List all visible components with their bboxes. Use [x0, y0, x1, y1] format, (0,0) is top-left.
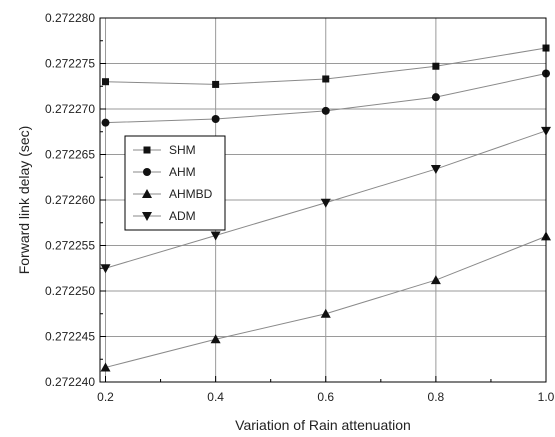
legend-box	[124, 135, 226, 231]
legend-label: ADM	[169, 209, 196, 223]
y-tick-label: 0.272245	[45, 330, 95, 344]
axis-ticks: 0.272240 0.272245 0.272250 0.272255 0.272260…	[45, 11, 555, 404]
data-point-adm	[320, 198, 331, 208]
legend-marker	[143, 168, 151, 176]
y-tick-label: 0.272280	[45, 11, 95, 25]
data-point-shm	[322, 75, 330, 83]
series-ahmbd	[100, 231, 551, 372]
data-point-ahmbd	[430, 275, 441, 285]
data-point-shm	[102, 78, 110, 86]
y-axis-title: Forward link delay (sec)	[16, 126, 32, 275]
data-point-ahm	[211, 115, 220, 124]
y-tick-label: 0.272275	[45, 57, 95, 71]
data-point-ahmbd	[210, 334, 221, 344]
x-axis-title: Variation of Rain attenuation	[235, 417, 411, 433]
y-tick-label: 0.272240	[45, 375, 95, 389]
y-tick-label: 0.272255	[45, 239, 95, 253]
data-point-adm	[210, 231, 221, 241]
data-point-shm	[212, 80, 220, 88]
y-tick-label: 0.272270	[45, 102, 95, 116]
legend-marker	[142, 212, 152, 221]
legend-marker	[142, 189, 152, 198]
data-point-shm	[432, 62, 440, 70]
y-tick-label: 0.272250	[45, 284, 95, 298]
x-tick-label: 0.8	[428, 390, 445, 404]
data-point-adm	[100, 264, 111, 274]
y-tick-label: 0.272265	[45, 148, 95, 162]
data-point-adm	[430, 165, 441, 175]
legend-marker	[143, 146, 151, 154]
legend: SHM AHM AHMBD ADM	[124, 135, 226, 231]
data-point-ahm	[321, 106, 330, 115]
legend-label: SHM	[169, 143, 196, 157]
series-layer	[100, 44, 551, 372]
x-tick-label: 0.4	[207, 390, 224, 404]
y-tick-label: 0.272260	[45, 193, 95, 207]
x-tick-label: 0.6	[317, 390, 334, 404]
x-tick-label: 1.0	[538, 390, 555, 404]
data-point-ahmbd	[320, 308, 331, 318]
x-tick-label: 0.2	[97, 390, 114, 404]
data-point-ahm	[101, 118, 110, 127]
data-point-ahm	[431, 93, 440, 102]
data-point-ahmbd	[100, 362, 111, 372]
legend-label: AHMBD	[169, 187, 213, 201]
legend-label: AHM	[169, 165, 196, 179]
